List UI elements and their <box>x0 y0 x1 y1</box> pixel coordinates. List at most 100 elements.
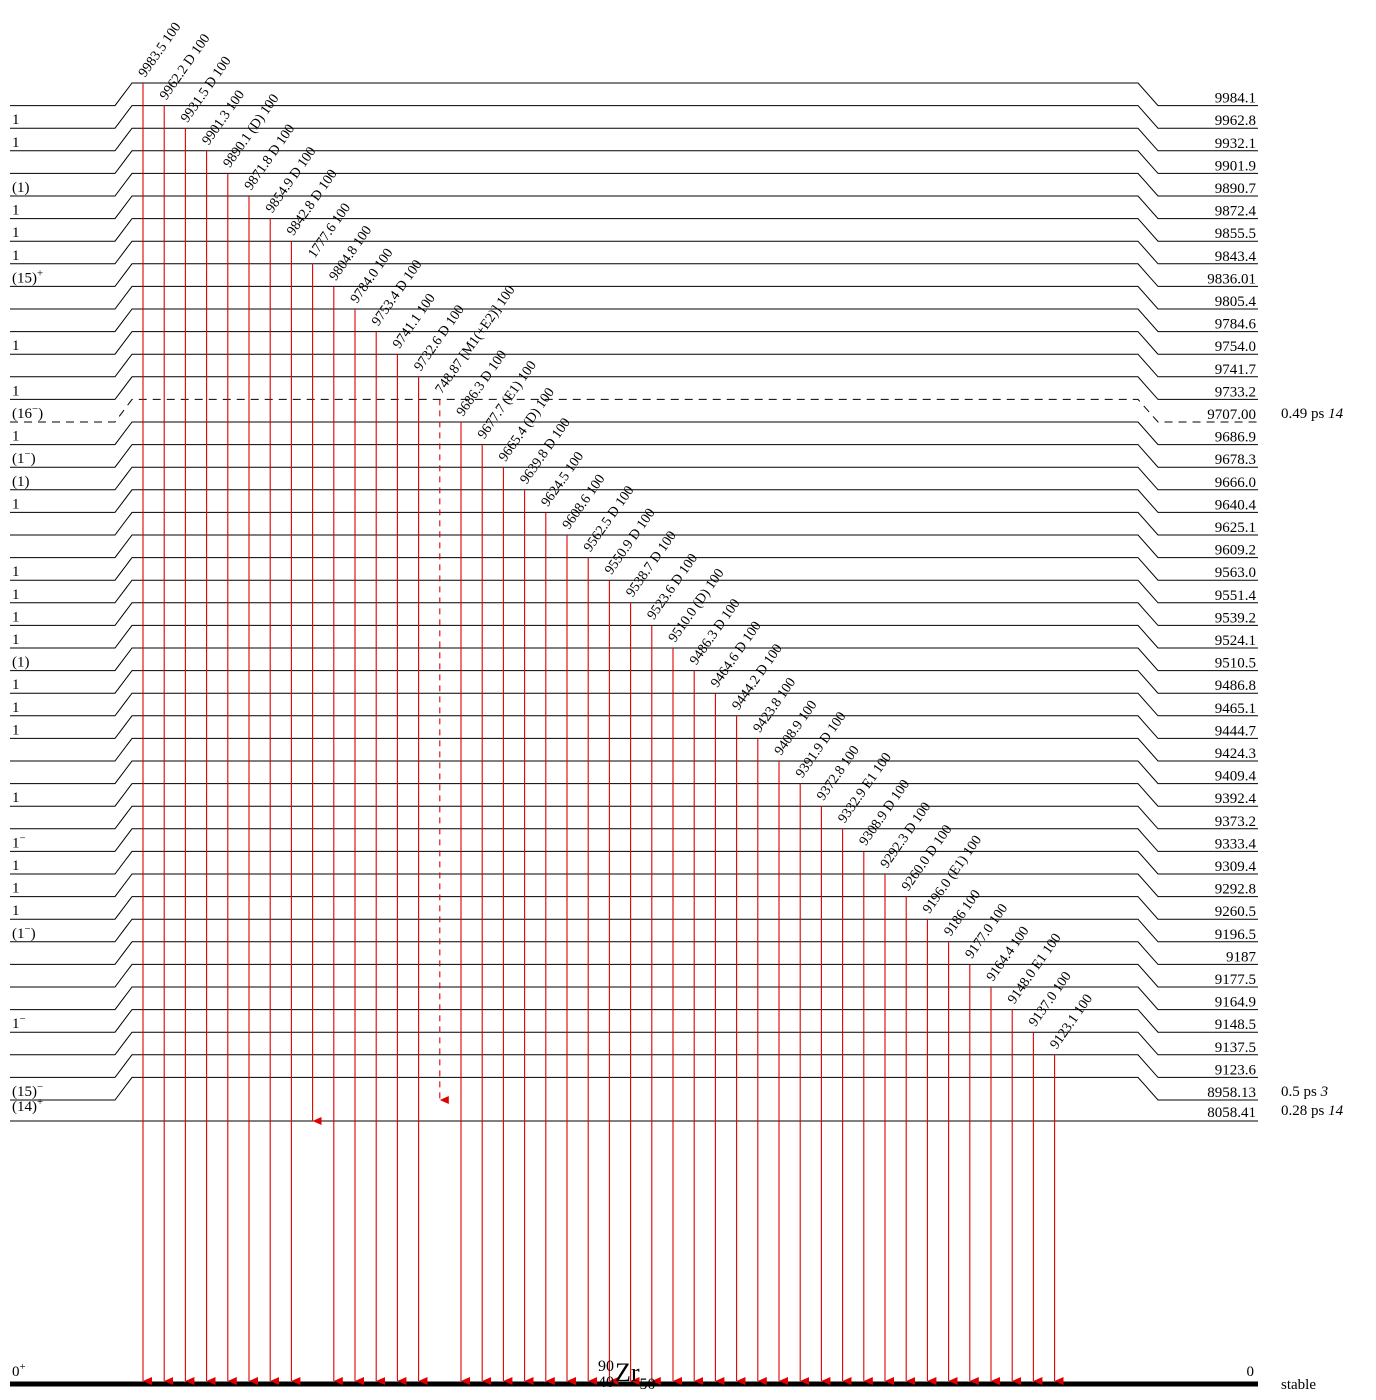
level-energy: 9510.5 <box>1215 656 1256 672</box>
level-9187: 9187 <box>10 941 1258 965</box>
level-spin: (1) <box>12 474 30 490</box>
level-9333-4: 9333.4 1− <box>10 828 1258 852</box>
level-line <box>10 1054 1258 1078</box>
level-line <box>10 873 1258 898</box>
level-9524-1: 9524.1 1 <box>10 624 1258 649</box>
level-energy: 9424.3 <box>1215 746 1256 762</box>
level-energy: 9754.0 <box>1215 339 1256 355</box>
level-line <box>10 760 1258 785</box>
level-9855-5: 9855.5 1 <box>10 218 1258 242</box>
level-energy: 9678.3 <box>1215 452 1256 468</box>
level-9164-9: 9164.9 <box>10 986 1258 1011</box>
level-energy: 9932.1 <box>1215 136 1256 152</box>
level-spin: (1−) <box>12 923 36 942</box>
level-line <box>10 805 1258 830</box>
level-spin: (15)− <box>12 1081 43 1100</box>
level-spin: 1 <box>12 248 20 264</box>
level-line <box>10 82 1258 107</box>
level-line <box>10 783 1258 807</box>
level-9260-5: 9260.5 1 <box>10 896 1258 920</box>
level-spin: 1 <box>12 903 20 919</box>
level-9843-4: 9843.4 1 <box>10 240 1258 265</box>
level-9984-1: 9984.1 <box>10 82 1258 107</box>
level-line <box>10 579 1258 604</box>
level-line <box>10 828 1258 852</box>
level-energy: 9444.7 <box>1215 723 1257 739</box>
level-line <box>10 557 1258 581</box>
level-line <box>10 715 1258 739</box>
level-9707-00: 9707.00 (16−) 0.49 ps 14 <box>10 398 1344 423</box>
level-spin: 1 <box>12 338 20 354</box>
level-line <box>10 172 1258 197</box>
level-spin: (16−) <box>12 403 43 422</box>
level-spin: 1 <box>12 881 20 897</box>
level-energy: 9609.2 <box>1215 543 1256 559</box>
level-9392-4: 9392.4 1 <box>10 783 1258 807</box>
level-energy: 9563.0 <box>1215 565 1256 581</box>
level-8058-41: 8058.41 (14)+ 0.28 ps 14 <box>10 1096 1344 1122</box>
level-line <box>10 127 1258 152</box>
level-line <box>10 285 1258 310</box>
level-energy: 9872.4 <box>1215 204 1257 220</box>
level-line <box>10 737 1258 762</box>
level-energy: 9741.7 <box>1215 362 1257 378</box>
level-energy: 9901.9 <box>1215 158 1256 174</box>
gamma-transition: 9372.8 100 <box>814 743 863 1385</box>
level-spin: 1 <box>12 677 20 693</box>
level-line <box>10 918 1258 943</box>
nuclide-label: 90 40 Zr50 <box>598 1358 656 1394</box>
level-spin: (1) <box>12 655 30 671</box>
level-line <box>10 670 1258 694</box>
level-9890-7: 9890.7 (1) <box>10 172 1258 197</box>
level-9686-9: 9686.9 1 <box>10 421 1258 446</box>
level-9486-8: 9486.8 1 <box>10 670 1258 694</box>
level-9836-01: 9836.01 (15)+ <box>10 263 1258 287</box>
level-9409-4: 9409.4 <box>10 760 1258 785</box>
level-energy: 9640.4 <box>1215 497 1257 513</box>
level-spin: 1 <box>12 496 20 512</box>
level-9784-6: 9784.6 <box>10 308 1258 333</box>
gamma-transition: 9741.1 100 <box>390 291 439 1385</box>
level-line <box>10 850 1258 875</box>
level-spin: (14)+ <box>12 1096 43 1115</box>
level-line <box>10 534 1258 559</box>
neutron-number: 50 <box>639 1376 656 1393</box>
level-spin: 1 <box>12 632 20 648</box>
level-9678-3: 9678.3 (1−) <box>10 444 1258 468</box>
level-9666-0: 9666.0 (1) <box>10 466 1258 491</box>
level-spin: 1 <box>12 609 20 625</box>
level-line <box>10 398 1258 423</box>
level-energy: 8958.13 <box>1207 1085 1256 1101</box>
level-line <box>10 444 1258 468</box>
level-9510-5: 9510.5 (1) <box>10 647 1258 672</box>
level-line <box>10 602 1258 626</box>
mass-number: 90 <box>598 1358 614 1376</box>
level-energy: 9196.5 <box>1215 927 1256 943</box>
level-9196-5: 9196.5 (1−) <box>10 918 1258 943</box>
level-line <box>10 218 1258 242</box>
level-energy: 9733.2 <box>1215 384 1256 400</box>
level-energy: 9309.4 <box>1215 859 1257 875</box>
gamma-transition: 9123.1 100 <box>1048 992 1096 1385</box>
level-9625-1: 9625.1 <box>10 511 1258 536</box>
level-energy: 9164.9 <box>1215 995 1256 1011</box>
level-halflife: 0.5 ps 3 <box>1281 1084 1328 1100</box>
level-halflife: stable <box>1281 1377 1316 1393</box>
level-9123-6: 9123.6 <box>10 1054 1258 1078</box>
level-spin: 1 <box>12 203 20 219</box>
level-line <box>10 963 1258 988</box>
level-spin: (1) <box>12 180 30 196</box>
gamma-transition: 9983.5 100 <box>136 20 184 1385</box>
level-line <box>10 105 1258 129</box>
level-9444-7: 9444.7 1 <box>10 715 1258 739</box>
level-9148-5: 9148.5 1− <box>10 1009 1258 1033</box>
gamma-transition: 9901.3 100 <box>200 88 248 1385</box>
level-spin: 1 <box>12 722 20 738</box>
level-9805-4: 9805.4 <box>10 285 1258 310</box>
level-line <box>10 195 1258 220</box>
level-spin: 1− <box>12 832 26 851</box>
level-energy: 9292.8 <box>1215 882 1256 898</box>
level-9309-4: 9309.4 1 <box>10 850 1258 875</box>
level-line <box>10 150 1258 174</box>
